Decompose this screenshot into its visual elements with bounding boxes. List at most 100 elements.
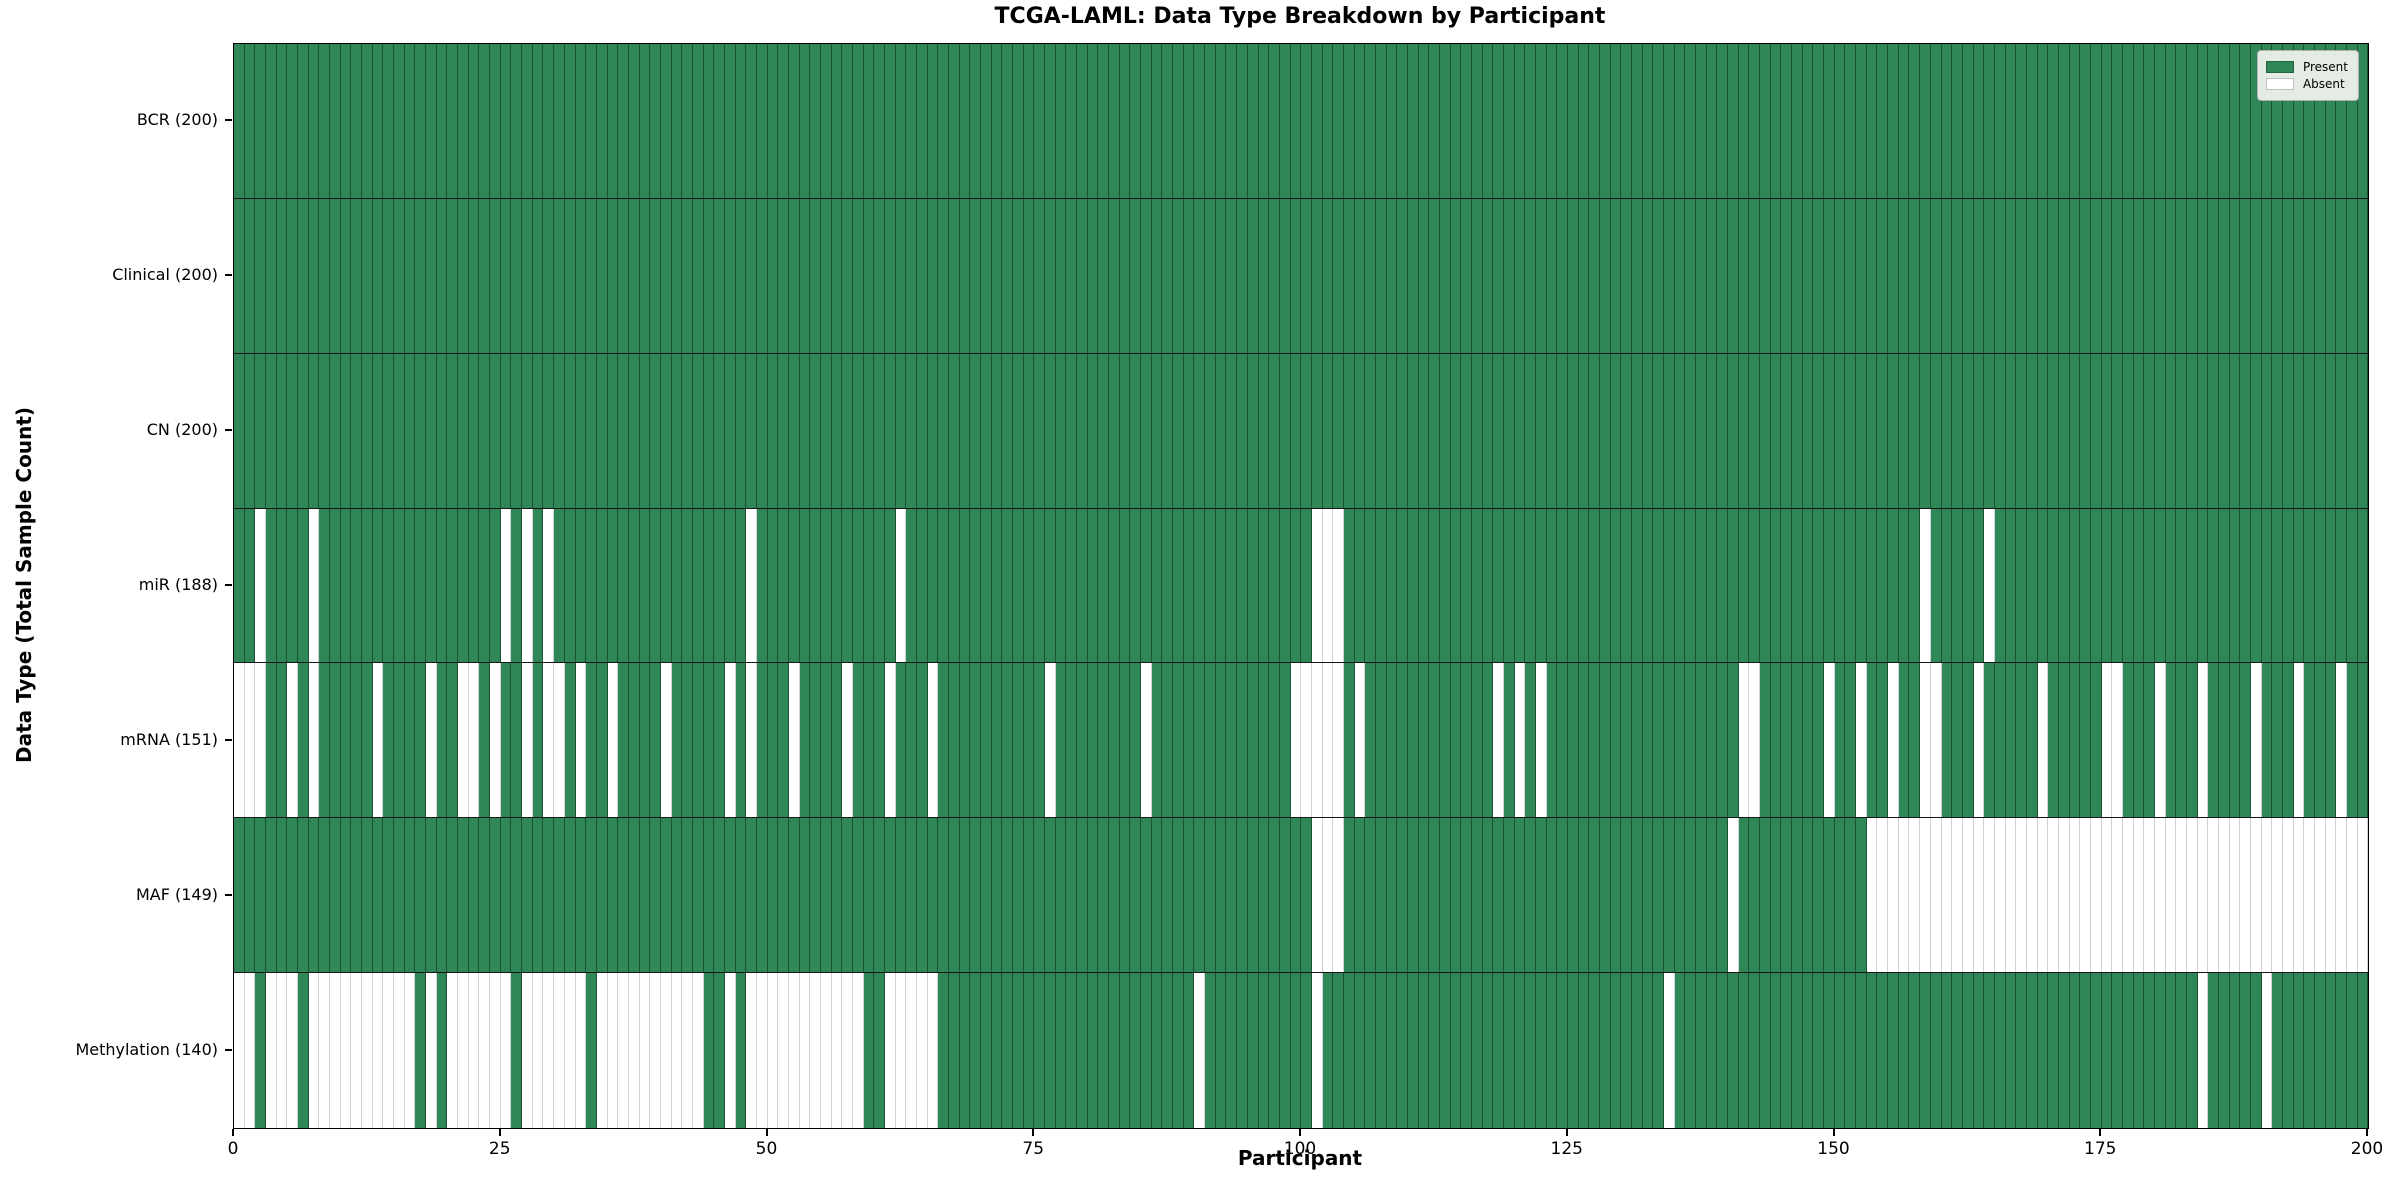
heatmap-cell <box>1418 973 1430 1128</box>
heatmap-cell <box>938 198 950 353</box>
heatmap-cell <box>1354 973 1366 1128</box>
heatmap-cell <box>255 508 267 663</box>
heatmap-cell <box>1237 818 1248 973</box>
heatmap-cell <box>394 663 405 818</box>
heatmap-cell <box>2186 508 2198 663</box>
heatmap-cell <box>874 508 885 663</box>
heatmap-cell <box>767 818 779 973</box>
heatmap-cell <box>810 353 821 508</box>
heatmap-cell <box>906 663 917 818</box>
present-swatch <box>2265 61 2294 73</box>
heatmap-cell <box>1696 508 1707 663</box>
heatmap-cell <box>1503 973 1515 1128</box>
heatmap-cell <box>1525 818 1536 973</box>
heatmap-cell <box>927 818 939 973</box>
heatmap-cell <box>2325 353 2337 508</box>
heatmap-cell <box>1183 663 1195 818</box>
heatmap-cell <box>234 44 245 198</box>
heatmap-cell <box>1674 508 1686 663</box>
heatmap-cell <box>426 818 437 973</box>
heatmap-cell <box>1567 973 1579 1128</box>
heatmap-cell <box>1696 818 1707 973</box>
heatmap-cell <box>714 44 725 198</box>
heatmap-cell <box>298 353 309 508</box>
heatmap-cell <box>1642 198 1654 353</box>
heatmap-cell <box>543 508 555 663</box>
heatmap-cell <box>2122 198 2134 353</box>
heatmap-cell <box>1119 973 1131 1128</box>
heatmap-cell <box>2240 198 2251 353</box>
heatmap-cell <box>490 663 501 818</box>
heatmap-cell <box>2176 198 2187 353</box>
heatmap-cell <box>1514 353 1526 508</box>
heatmap-cell <box>938 663 950 818</box>
heatmap-cell <box>1792 44 1803 198</box>
heatmap-cell <box>1898 353 1910 508</box>
heatmap-cell <box>2026 198 2038 353</box>
heatmap-cell <box>2357 353 2369 508</box>
heatmap-cell <box>2154 818 2166 973</box>
heatmap-cell <box>1728 508 1739 663</box>
heatmap-cell <box>1535 44 1547 198</box>
heatmap-row-Methylation <box>234 973 2369 1128</box>
heatmap-cell <box>426 44 437 198</box>
heatmap-cell <box>1909 818 1921 973</box>
heatmap-cell <box>639 663 651 818</box>
heatmap-cell <box>1045 198 1056 353</box>
heatmap-cell <box>2325 508 2337 663</box>
heatmap-cell <box>1290 818 1302 973</box>
heatmap-cell <box>703 663 715 818</box>
heatmap-cell <box>703 973 715 1128</box>
heatmap-cell <box>1973 818 1985 973</box>
heatmap-cell <box>788 198 800 353</box>
heatmap-cell <box>746 973 757 1128</box>
heatmap-cell <box>1653 818 1665 973</box>
heatmap-cell <box>852 973 864 1128</box>
heatmap-cell <box>1151 353 1163 508</box>
heatmap-cell <box>1055 198 1067 353</box>
heatmap-cell <box>1525 508 1536 663</box>
heatmap-cell <box>949 44 960 198</box>
heatmap-cell <box>949 973 960 1128</box>
heatmap-cell <box>628 508 640 663</box>
heatmap-cell <box>490 353 501 508</box>
heatmap-cell <box>682 198 693 353</box>
heatmap-cell <box>874 818 885 973</box>
heatmap-cell <box>2154 508 2166 663</box>
heatmap-cell <box>2240 353 2251 508</box>
heatmap-cell <box>1098 353 1110 508</box>
heatmap-cell <box>1514 508 1526 663</box>
heatmap-cell <box>1802 353 1814 508</box>
heatmap-cell <box>2304 663 2316 818</box>
heatmap-cell <box>1077 663 1088 818</box>
heatmap-cell <box>1333 44 1344 198</box>
heatmap-cell <box>1845 44 1857 198</box>
heatmap-cell <box>2261 663 2273 818</box>
heatmap-cell <box>1856 973 1867 1128</box>
heatmap-cell <box>1834 818 1846 973</box>
heatmap-cell <box>842 353 853 508</box>
x-tick-label-175: 175 <box>2084 1139 2117 1159</box>
heatmap-cell <box>1600 973 1611 1128</box>
heatmap-cell <box>1962 663 1974 818</box>
heatmap-cell <box>1162 663 1174 818</box>
heatmap-cell <box>1567 663 1579 818</box>
heatmap-cell <box>308 973 320 1128</box>
heatmap-cell <box>1696 663 1707 818</box>
heatmap-cell <box>1610 973 1622 1128</box>
heatmap-cell <box>1322 973 1334 1128</box>
heatmap-cell <box>863 198 875 353</box>
heatmap-cell <box>1642 508 1654 663</box>
heatmap-cell <box>575 198 587 353</box>
heatmap-cell <box>522 818 533 973</box>
heatmap-cell <box>1130 508 1142 663</box>
heatmap-cell <box>2240 44 2251 198</box>
heatmap-cell <box>1973 508 1985 663</box>
heatmap-cell <box>724 353 736 508</box>
heatmap-cell <box>1429 198 1440 353</box>
heatmap-cell <box>1770 818 1782 973</box>
heatmap-cell <box>714 818 725 973</box>
heatmap-cell <box>1973 44 1985 198</box>
heatmap-cell <box>1066 353 1078 508</box>
heatmap-cell <box>340 818 352 973</box>
